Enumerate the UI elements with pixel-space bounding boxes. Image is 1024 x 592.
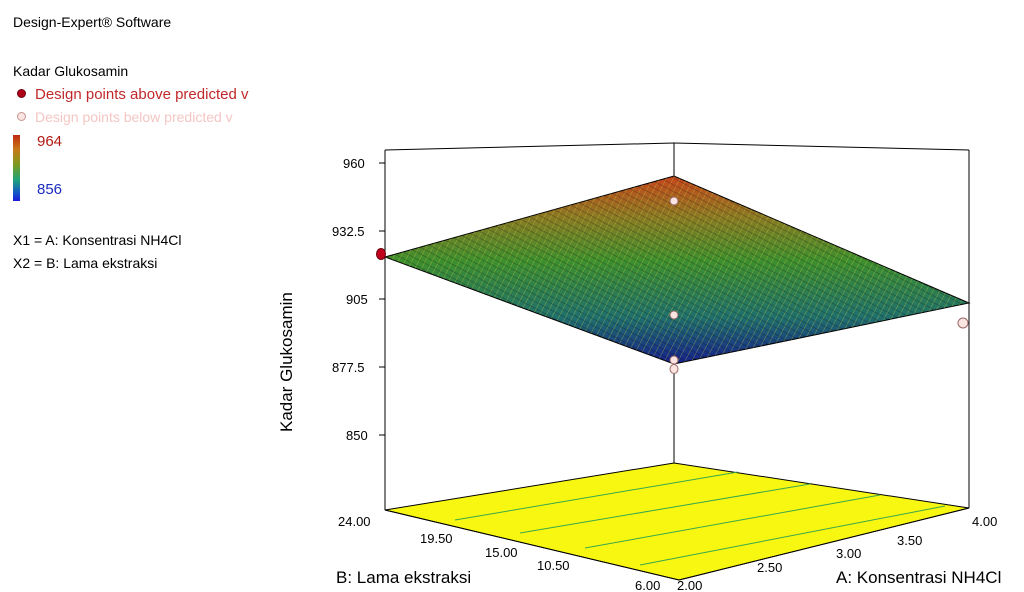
a-tick-label: 4.00	[972, 514, 997, 529]
above-point-icon	[17, 89, 26, 98]
factor-x1: X1 = A: Konsentrasi NH4Cl	[13, 232, 182, 248]
below-point-icon	[17, 112, 26, 121]
b-tick-label: 10.50	[537, 558, 570, 573]
z-axis	[384, 150, 675, 510]
color-scale-bar	[13, 135, 20, 201]
design-point-below	[669, 196, 679, 206]
color-scale-min: 856	[37, 181, 63, 198]
z-tick-marks	[379, 162, 385, 436]
z-tick-label: 932.5	[332, 224, 365, 239]
legend-below-label: Design points below predicted v	[35, 109, 233, 125]
legend-panel: Design-Expert® Software Kadar Glukosamin…	[0, 0, 300, 300]
design-points	[376, 196, 969, 374]
z-tick-label: 905	[346, 292, 368, 307]
factor-x2: X2 = B: Lama ekstraksi	[13, 255, 158, 271]
color-scale-max: 964	[37, 133, 63, 150]
a-axis-label: A: Konsentrasi NH4Cl	[836, 568, 1001, 587]
b-tick-label: 19.50	[420, 531, 453, 546]
design-point-below	[669, 310, 679, 320]
b-axis-label: B: Lama ekstraksi	[336, 568, 471, 587]
a-tick-label: 3.50	[897, 533, 922, 548]
design-point-below	[669, 364, 679, 374]
software-title: Design-Expert® Software	[13, 14, 172, 30]
z-tick-label: 877.5	[332, 360, 365, 375]
b-tick-label: 24.00	[338, 514, 371, 529]
design-point-below	[957, 317, 969, 329]
a-tick-label: 2.50	[757, 560, 782, 575]
a-tick-label: 3.00	[836, 546, 861, 561]
contour-floor	[384, 462, 970, 581]
b-tick-label: 6.00	[635, 578, 660, 592]
a-tick-label: 2.00	[677, 578, 702, 592]
contour-lines	[454, 471, 946, 566]
z-tick-label: 960	[343, 156, 365, 171]
z-axis-label: Kadar Glukosamin	[277, 292, 296, 432]
response-surface-mesh	[385, 176, 969, 364]
design-point-above	[376, 248, 386, 260]
legend-above-label: Design points above predicted v	[35, 86, 249, 103]
response-name: Kadar Glukosamin	[13, 63, 129, 79]
b-tick-label: 15.00	[485, 545, 518, 560]
floor-grid-edge	[384, 507, 970, 581]
design-point-below	[669, 355, 679, 365]
z-tick-label: 850	[346, 428, 368, 443]
